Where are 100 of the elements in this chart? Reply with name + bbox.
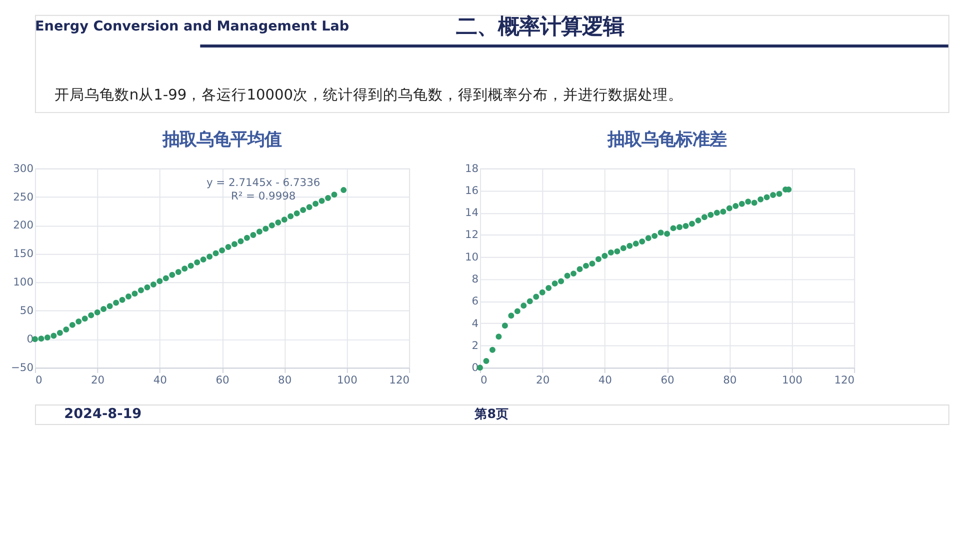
point: [200, 256, 206, 262]
y-tick-label: 4: [472, 316, 479, 330]
point: [106, 303, 113, 310]
point: [312, 200, 319, 207]
point: [695, 217, 702, 224]
point: [764, 194, 770, 200]
x-tick-label: 0: [35, 374, 42, 387]
point: [38, 336, 44, 342]
point: [56, 330, 63, 336]
point: [162, 275, 169, 282]
y-tick-label: 12: [464, 228, 479, 242]
point: [113, 300, 120, 306]
point: [658, 230, 664, 236]
point: [483, 358, 490, 364]
y-tick-label: 50: [20, 304, 34, 318]
point: [526, 298, 533, 304]
point: [150, 282, 156, 288]
point: [69, 322, 76, 328]
point: [281, 216, 288, 223]
y-tick-label: 14: [464, 206, 479, 220]
point: [256, 228, 262, 235]
y-tick-label: 8: [472, 272, 479, 286]
point: [514, 308, 520, 314]
point: [676, 224, 683, 230]
point: [652, 232, 658, 239]
point: [564, 272, 570, 279]
point: [758, 196, 764, 202]
y-tick-label: 16: [464, 184, 479, 197]
x-tick-label: 120: [834, 374, 855, 387]
point: [751, 200, 758, 206]
point: [306, 204, 312, 210]
point: [250, 232, 256, 238]
point: [144, 284, 150, 290]
text: 二、概率计算逻辑: [456, 14, 624, 40]
point: [645, 235, 652, 242]
point: [502, 322, 508, 329]
point: [539, 289, 546, 296]
point: [300, 206, 306, 213]
point: [508, 312, 514, 319]
point: [238, 238, 244, 244]
x-tick-label: 40: [153, 374, 168, 387]
annotation: R² = 0.9998: [230, 190, 296, 203]
point: [726, 205, 732, 212]
point: [570, 270, 577, 277]
point: [82, 316, 88, 322]
point: [608, 250, 614, 256]
point: [94, 309, 100, 316]
y-tick-label: 200: [13, 218, 34, 232]
point: [701, 214, 708, 220]
point: [88, 312, 94, 318]
point: [520, 302, 527, 309]
x-tick-label: 80: [723, 374, 737, 387]
point: [546, 284, 552, 291]
point: [664, 230, 670, 237]
text: Energy Conversion and Management Lab: [34, 18, 350, 34]
x-tick-label: 100: [782, 374, 803, 387]
x-tick-label: 20: [91, 374, 105, 387]
point: [626, 242, 633, 249]
point: [275, 220, 282, 226]
point: [639, 238, 646, 244]
y-tick-label: 250: [13, 190, 34, 204]
point: [50, 332, 57, 339]
point: [720, 208, 726, 215]
point: [232, 241, 238, 248]
point: [206, 254, 213, 260]
x-tick-label: 80: [278, 374, 292, 387]
point: [632, 240, 639, 247]
point: [589, 260, 596, 267]
point: [582, 262, 589, 269]
y-tick-label: 10: [464, 250, 479, 264]
point: [558, 278, 564, 284]
point: [225, 244, 232, 250]
point: [156, 278, 163, 284]
y-tick-label: 18: [464, 162, 479, 175]
point: [688, 220, 695, 227]
point: [169, 272, 176, 278]
x-tick-label: 60: [216, 374, 230, 387]
point: [340, 187, 347, 194]
point: [708, 212, 714, 218]
point: [268, 222, 275, 228]
point: [294, 210, 300, 216]
point: [776, 190, 782, 197]
point: [738, 200, 745, 207]
x-tick-label: 60: [660, 374, 675, 387]
point: [331, 192, 338, 198]
point: [595, 256, 602, 262]
point: [614, 248, 620, 254]
point: [318, 198, 325, 204]
y-tick-label: 300: [13, 162, 34, 175]
point: [219, 247, 226, 254]
annotation: y = 2.7145x - 6.7336: [206, 176, 320, 189]
point: [76, 318, 82, 325]
point: [489, 346, 496, 353]
y-tick-label: 2: [472, 338, 479, 352]
chart-title: 抽取乌龟平均值: [162, 130, 282, 150]
point: [188, 262, 194, 269]
point: [576, 266, 583, 272]
x-tick-label: 20: [536, 374, 550, 387]
y-tick-label: 100: [13, 276, 34, 289]
point: [288, 213, 294, 220]
